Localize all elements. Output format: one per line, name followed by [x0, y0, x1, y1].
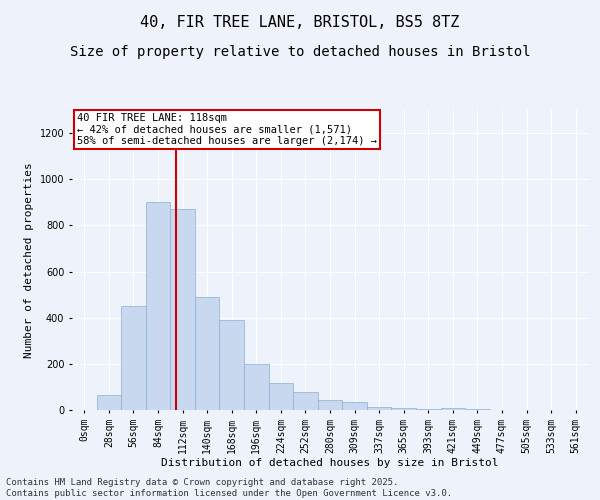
Text: Contains HM Land Registry data © Crown copyright and database right 2025.
Contai: Contains HM Land Registry data © Crown c… [6, 478, 452, 498]
X-axis label: Distribution of detached houses by size in Bristol: Distribution of detached houses by size … [161, 458, 499, 468]
Text: Size of property relative to detached houses in Bristol: Size of property relative to detached ho… [70, 45, 530, 59]
Bar [195, 297, 220, 410]
Bar [146, 202, 170, 410]
Bar [97, 395, 121, 410]
Bar [367, 406, 391, 410]
Y-axis label: Number of detached properties: Number of detached properties [24, 162, 34, 358]
Bar [170, 209, 195, 410]
Bar [121, 306, 146, 410]
Bar [244, 364, 269, 410]
Text: 40, FIR TREE LANE, BRISTOL, BS5 8TZ: 40, FIR TREE LANE, BRISTOL, BS5 8TZ [140, 15, 460, 30]
Bar [391, 408, 416, 410]
Bar [465, 409, 490, 410]
Bar [269, 384, 293, 410]
Bar [220, 320, 244, 410]
Bar [440, 408, 465, 410]
Bar [318, 400, 342, 410]
Bar [293, 392, 318, 410]
Bar [416, 409, 440, 410]
Text: 40 FIR TREE LANE: 118sqm
← 42% of detached houses are smaller (1,571)
58% of sem: 40 FIR TREE LANE: 118sqm ← 42% of detach… [77, 113, 377, 146]
Bar [342, 402, 367, 410]
